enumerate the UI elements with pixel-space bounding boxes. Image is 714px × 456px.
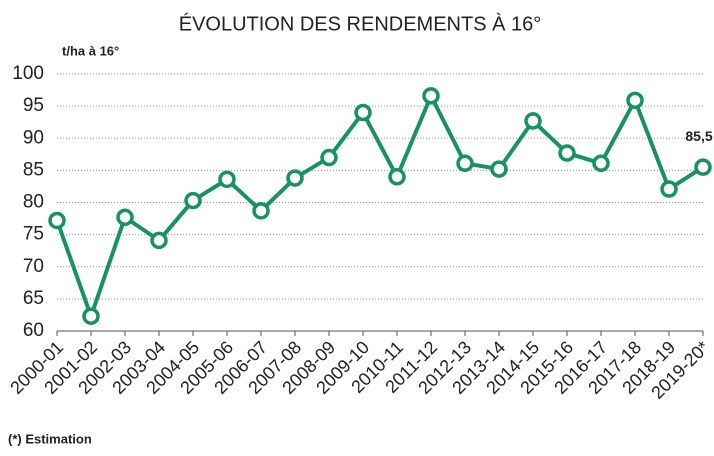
data-point — [116, 208, 134, 227]
chart-title: ÉVOLUTION DES RENDEMENTS À 16° — [179, 12, 542, 35]
data-point — [626, 91, 644, 110]
y-tick-label: 95 — [23, 95, 44, 116]
y-tick-label: 90 — [23, 127, 44, 148]
y-tick-label: 80 — [23, 192, 44, 213]
data-point — [184, 191, 202, 210]
y-tick-label: 60 — [23, 320, 44, 341]
data-point — [320, 148, 338, 167]
data-point — [660, 180, 678, 198]
data-point — [82, 307, 100, 325]
data-point — [422, 87, 440, 105]
y-tick-label: 100 — [12, 63, 44, 84]
data-point — [218, 170, 236, 189]
data-point — [558, 144, 576, 162]
y-tick-label: 70 — [23, 256, 44, 277]
data-point — [150, 231, 168, 250]
data-label: 85,5 — [685, 128, 712, 144]
data-point — [694, 158, 712, 176]
data-point — [286, 169, 304, 187]
y-tick-label: 65 — [23, 288, 44, 309]
data-point — [252, 202, 270, 220]
data-point — [48, 211, 66, 230]
data-point — [490, 160, 508, 178]
y-axis-label: t/ha à 16° — [62, 43, 119, 58]
data-point — [354, 103, 372, 122]
data-point — [524, 112, 542, 130]
data-point — [456, 154, 474, 173]
data-point — [388, 168, 406, 186]
footnote: (*) Estimation — [8, 431, 92, 446]
data-point — [592, 154, 610, 173]
y-tick-label: 85 — [23, 159, 44, 180]
series-line — [55, 93, 705, 319]
y-tick-label: 75 — [23, 224, 44, 245]
